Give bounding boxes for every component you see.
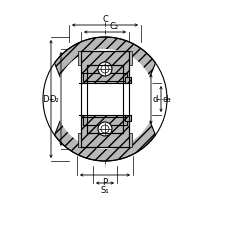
Polygon shape bbox=[124, 78, 131, 84]
Polygon shape bbox=[128, 134, 131, 147]
Circle shape bbox=[98, 63, 112, 77]
Text: P: P bbox=[102, 177, 107, 186]
Polygon shape bbox=[83, 117, 126, 125]
Polygon shape bbox=[54, 100, 155, 161]
Polygon shape bbox=[128, 52, 131, 66]
Text: D₂: D₂ bbox=[49, 95, 59, 104]
Polygon shape bbox=[87, 66, 123, 74]
Circle shape bbox=[55, 50, 154, 149]
Text: S₁: S₁ bbox=[100, 185, 109, 194]
Text: C₂: C₂ bbox=[109, 22, 118, 31]
Text: D: D bbox=[42, 95, 49, 104]
Text: d: d bbox=[152, 95, 158, 104]
Polygon shape bbox=[78, 134, 81, 147]
Polygon shape bbox=[81, 108, 128, 147]
Polygon shape bbox=[81, 52, 128, 92]
Bar bbox=[69, 84, 140, 115]
Polygon shape bbox=[54, 38, 155, 100]
Polygon shape bbox=[78, 52, 81, 66]
Text: d₃: d₃ bbox=[162, 95, 171, 104]
Circle shape bbox=[101, 66, 109, 74]
Circle shape bbox=[98, 123, 112, 136]
Circle shape bbox=[101, 125, 109, 134]
Polygon shape bbox=[124, 115, 131, 121]
Text: C: C bbox=[102, 15, 107, 24]
Bar bbox=[81, 84, 128, 115]
Polygon shape bbox=[83, 74, 126, 82]
Text: B₁: B₁ bbox=[102, 95, 111, 104]
Polygon shape bbox=[87, 125, 123, 134]
